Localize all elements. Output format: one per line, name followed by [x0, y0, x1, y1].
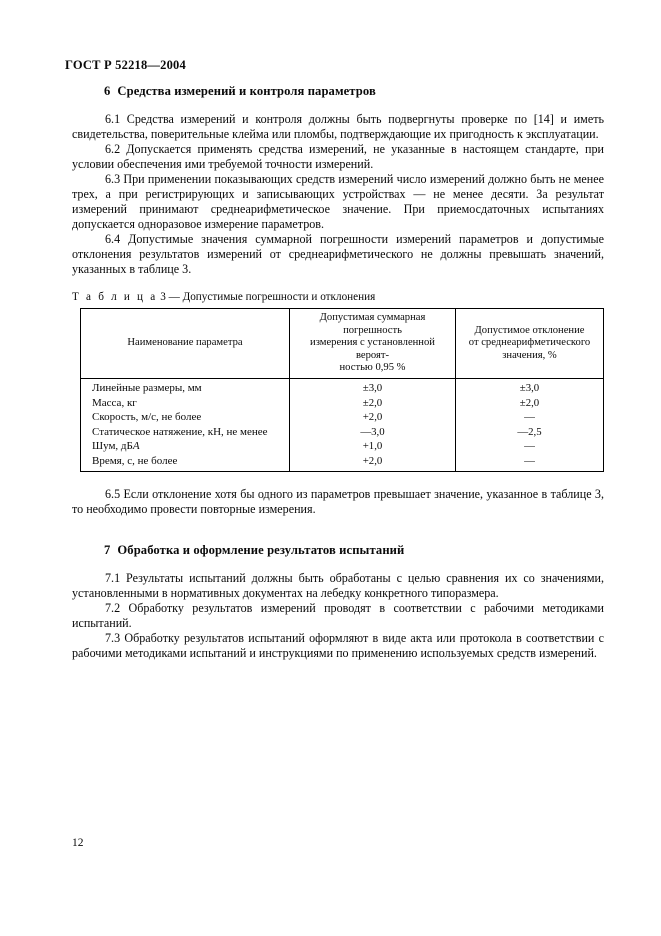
cell-parameter-suffix: A	[132, 440, 140, 453]
paragraph-6-1: 6.1 Средства измерений и контроля должны…	[72, 112, 604, 141]
column-header-parameter-name: Наименование параметра	[80, 308, 290, 379]
paragraph-6-4: 6.4 Допустимые значения суммарной погреш…	[72, 232, 604, 276]
cell-parameter-text: Время, с, не более	[92, 454, 178, 467]
table-row: Скорость, м/с, не более +2,0 —	[80, 410, 604, 425]
section-title-text: Обработка и оформление результатов испыт…	[117, 542, 405, 557]
cell-parameter: Линейные размеры, мм	[80, 378, 290, 396]
table-caption: Т а б л и ц а 3 — Допустимые погрешности…	[72, 291, 604, 303]
table-caption-dash: —	[168, 291, 180, 303]
page-content: 6 Средства измерений и контроля параметро…	[72, 84, 604, 661]
cell-parameter: Скорость, м/с, не более	[80, 410, 290, 425]
cell-parameter: Шум, дБA	[80, 439, 290, 454]
cell-error: ±3,0	[289, 378, 456, 396]
cell-deviation: ±2,0	[455, 395, 604, 411]
cell-error: +1,0	[289, 439, 456, 454]
cell-error: ±2,0	[289, 395, 456, 411]
cell-parameter: Масса, кг	[80, 395, 290, 411]
table-header-row: Наименование параметра Допустимая суммар…	[80, 308, 604, 379]
paragraph-6-2: 6.2 Допускается применять средства измер…	[72, 142, 604, 171]
section-heading-6: 6 Средства измерений и контроля параметро…	[72, 84, 604, 99]
cell-error: —3,0	[289, 424, 456, 440]
cell-parameter-text: Линейные размеры, мм	[92, 381, 202, 394]
table-row: Шум, дБA +1,0 —	[80, 439, 604, 454]
cell-parameter: Статическое натяжение, кН, не менее	[80, 424, 290, 440]
cell-parameter: Время, с, не более	[80, 453, 290, 472]
cell-parameter-text: Статическое натяжение, кН, не менее	[92, 425, 268, 438]
cell-error: +2,0	[289, 410, 456, 425]
cell-deviation: —2,5	[455, 424, 604, 440]
paragraph-6-3: 6.3 При применении показывающих средств …	[72, 172, 604, 231]
cell-parameter-text: Масса, кг	[92, 396, 137, 409]
section-number: 7	[104, 542, 111, 557]
cell-deviation: —	[455, 453, 604, 472]
table-head: Наименование параметра Допустимая суммар…	[80, 308, 604, 379]
cell-error: +2,0	[289, 453, 456, 472]
paragraph-7-2: 7.2 Обработку результатов измерений пров…	[72, 600, 604, 630]
column-header-allowable-deviation: Допустимое отклонение от среднеарифметич…	[455, 308, 604, 379]
table-row: Линейные размеры, мм ±3,0 ±3,0	[80, 378, 604, 396]
section-title-text: Средства измерений и контроля параметров	[117, 84, 376, 98]
table-caption-label: Т а б л и ц а	[72, 291, 158, 303]
table-row: Статическое натяжение, кН, не менее —3,0…	[80, 424, 604, 440]
page-number: 12	[72, 837, 84, 849]
cell-deviation: —	[455, 439, 604, 454]
running-head: ГОСТ Р 52218—2004	[65, 58, 186, 72]
allowable-errors-table: Наименование параметра Допустимая суммар…	[80, 308, 604, 472]
table-row: Масса, кг ±2,0 ±2,0	[80, 395, 604, 411]
paragraph-6-5: 6.5 Если отклонение хотя бы одного из па…	[72, 486, 604, 516]
paragraph-7-1: 7.1 Результаты испытаний должны быть обр…	[72, 570, 604, 600]
paragraph-7-3: 7.3 Обработку результатов испытаний офор…	[72, 630, 604, 660]
cell-deviation: ±3,0	[455, 378, 604, 396]
cell-parameter-text: Скорость, м/с, не более	[92, 411, 202, 424]
table-caption-number: 3	[160, 291, 166, 303]
section-number: 6	[104, 84, 111, 98]
table-caption-text: Допустимые погрешности и отклонения	[182, 291, 376, 303]
table-body: Линейные размеры, мм ±3,0 ±3,0 Масса, кг…	[80, 378, 604, 472]
column-header-allowable-total-error: Допустимая суммарная погрешность измерен…	[289, 308, 456, 379]
table-row: Время, с, не более +2,0 —	[80, 453, 604, 472]
section-heading-7: 7 Обработка и оформление результатов испы…	[72, 543, 604, 558]
cell-deviation: —	[455, 410, 604, 425]
cell-parameter-text: Шум, дБ	[92, 440, 133, 453]
